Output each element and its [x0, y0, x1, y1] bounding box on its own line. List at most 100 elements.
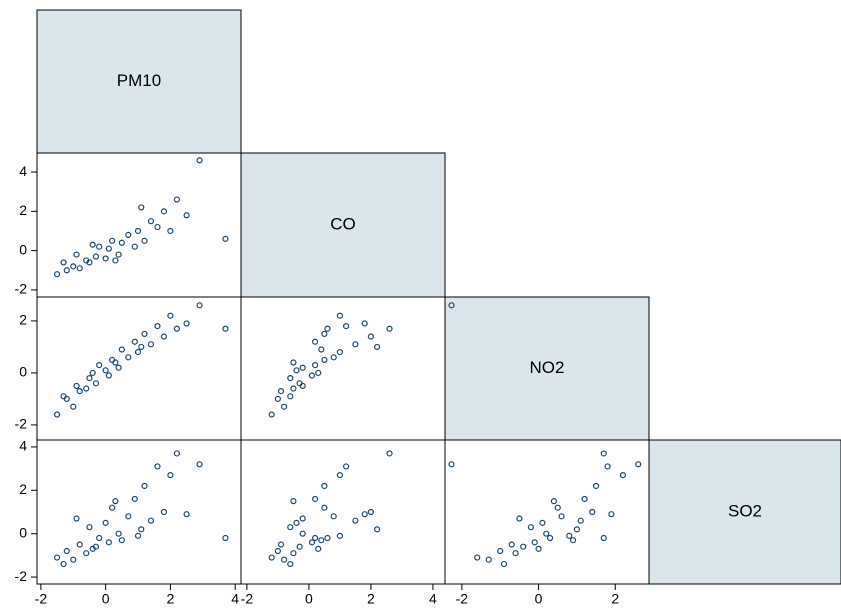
point [138, 526, 145, 533]
point [554, 504, 561, 511]
point [608, 511, 615, 518]
point [138, 204, 145, 211]
point [112, 257, 119, 264]
point [299, 530, 306, 537]
point [287, 393, 294, 400]
point [115, 530, 122, 537]
point [543, 530, 550, 537]
y-tick-label: 2 [19, 312, 27, 328]
point [118, 537, 125, 544]
point [448, 461, 455, 468]
point [311, 338, 319, 345]
point [89, 545, 96, 552]
point [96, 243, 103, 250]
point [109, 237, 116, 244]
x-tick-label: 4 [429, 591, 437, 607]
point [173, 325, 180, 332]
point [299, 515, 306, 522]
point [539, 519, 546, 526]
point [154, 223, 161, 231]
point [508, 541, 515, 548]
panel [240, 439, 446, 585]
point [315, 369, 322, 377]
point [293, 367, 300, 374]
point [112, 359, 119, 366]
point [183, 320, 190, 327]
point [268, 554, 275, 561]
x-tick-label: 0 [102, 591, 110, 607]
point [125, 513, 132, 520]
variable-name: PM10 [117, 71, 161, 90]
point [115, 364, 122, 371]
point [147, 218, 155, 225]
point [527, 524, 534, 531]
point [321, 504, 328, 511]
point [134, 349, 142, 356]
point [147, 341, 155, 348]
point [531, 539, 538, 546]
point [308, 539, 316, 546]
point [70, 556, 77, 563]
point [160, 208, 168, 215]
point [277, 388, 285, 395]
point [573, 526, 581, 533]
point [336, 532, 343, 539]
point [131, 243, 138, 250]
point [83, 550, 90, 557]
point [196, 461, 203, 468]
point [102, 519, 109, 526]
point [60, 393, 67, 400]
point [60, 560, 67, 568]
point [70, 263, 77, 270]
point [299, 382, 306, 390]
point [367, 508, 375, 516]
panel [36, 296, 242, 441]
point [60, 259, 67, 266]
point [102, 255, 109, 262]
variable-name: SO2 [728, 501, 762, 520]
point [619, 472, 627, 479]
point [374, 343, 381, 351]
point [352, 341, 359, 348]
point [138, 343, 145, 351]
point [115, 251, 122, 258]
point [131, 495, 138, 503]
point [89, 369, 96, 377]
point [73, 251, 80, 258]
x-tick-label: -2 [35, 591, 48, 607]
point [76, 541, 83, 548]
point [112, 498, 119, 505]
point [196, 302, 203, 309]
point [448, 302, 455, 309]
point [343, 323, 350, 330]
point [131, 338, 138, 345]
diagonal-cell [648, 439, 841, 585]
point [604, 463, 611, 470]
y-tick-label: -2 [15, 281, 28, 297]
point [290, 359, 297, 366]
point [315, 545, 322, 552]
point [183, 212, 190, 219]
variable-name: CO [330, 214, 356, 233]
point [92, 380, 100, 387]
point [268, 411, 275, 418]
point [290, 550, 297, 557]
y-tick-label: 2 [19, 481, 27, 497]
point [474, 554, 481, 561]
x-tick-label: 4 [231, 591, 239, 607]
point [86, 259, 93, 266]
point [550, 498, 558, 505]
point [336, 349, 343, 356]
point [274, 395, 281, 403]
point [290, 385, 297, 392]
point [53, 271, 61, 278]
point [558, 513, 565, 520]
point [183, 511, 190, 518]
point [299, 364, 306, 371]
point [321, 356, 328, 364]
point [86, 375, 93, 382]
point [92, 253, 100, 260]
x-tick-label: 2 [611, 591, 619, 607]
point [318, 537, 325, 544]
